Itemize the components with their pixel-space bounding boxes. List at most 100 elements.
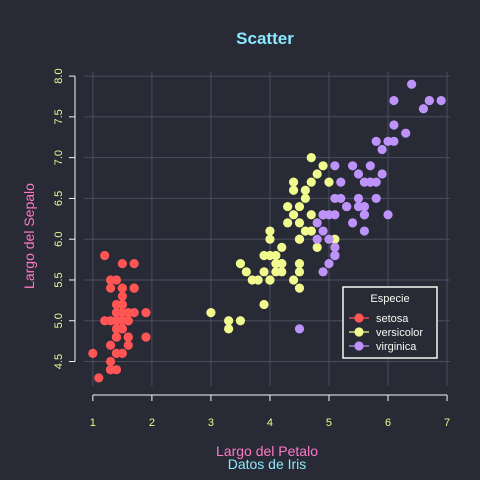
legend-items: setosa versicolor virginica <box>349 313 423 353</box>
point-virginica <box>324 234 334 244</box>
point-setosa <box>105 356 116 367</box>
data-points <box>88 79 446 383</box>
y-tick-label: 4.5 <box>53 354 65 369</box>
point-virginica <box>436 95 446 106</box>
point-virginica <box>389 120 399 130</box>
x-tick-label: 2 <box>149 417 155 429</box>
point-versicolor <box>265 275 275 285</box>
point-versicolor <box>288 275 299 285</box>
y-tick-label: 6.5 <box>53 191 65 206</box>
point-setosa <box>117 299 127 310</box>
point-virginica <box>330 161 340 171</box>
point-virginica <box>342 201 352 212</box>
point-setosa <box>94 373 104 383</box>
point-virginica <box>359 226 370 236</box>
legend: Especie setosa versicolor virginica <box>342 286 438 359</box>
point-virginica <box>347 218 358 228</box>
x-tick-label: 6 <box>385 417 391 429</box>
point-virginica <box>330 242 340 252</box>
point-versicolor <box>206 307 216 318</box>
point-virginica <box>336 177 346 187</box>
point-versicolor <box>288 177 299 187</box>
point-versicolor <box>312 169 322 179</box>
legend-title: Especie <box>370 293 409 305</box>
legend-marker-setosa <box>354 313 364 323</box>
point-virginica <box>336 193 346 204</box>
y-axis: 4.5 5.0 5.5 6.0 6.5 7.0 7.5 8.0 <box>53 68 76 369</box>
point-virginica <box>324 259 334 269</box>
point-virginica <box>312 234 322 244</box>
x-tick-label: 4 <box>267 417 273 429</box>
point-virginica <box>383 136 393 146</box>
point-setosa <box>129 259 139 269</box>
legend-marker-versicolor <box>354 327 364 337</box>
y-tick-label: 5.5 <box>53 272 65 287</box>
point-setosa <box>123 332 133 342</box>
point-versicolor <box>283 218 293 228</box>
point-setosa <box>111 324 122 334</box>
point-virginica <box>318 267 328 277</box>
point-versicolor <box>288 185 299 195</box>
point-versicolor <box>265 234 275 244</box>
point-virginica <box>353 201 364 212</box>
point-setosa <box>105 275 116 285</box>
x-tick-label: 5 <box>326 417 332 429</box>
point-setosa <box>111 316 122 326</box>
point-virginica <box>359 210 370 220</box>
point-versicolor <box>294 218 305 228</box>
point-setosa <box>105 283 116 293</box>
point-setosa <box>123 340 133 350</box>
point-virginica <box>353 193 364 204</box>
point-setosa <box>141 307 151 318</box>
point-versicolor <box>259 299 269 310</box>
y-tick-label: 7.5 <box>53 109 65 124</box>
point-setosa <box>117 283 127 293</box>
legend-marker-virginica <box>354 341 364 351</box>
chart-title: Scatter <box>236 29 294 48</box>
point-setosa <box>117 259 127 269</box>
point-versicolor <box>265 226 275 236</box>
x-tick-label: 1 <box>90 417 96 429</box>
point-virginica <box>365 161 375 171</box>
point-versicolor <box>247 275 257 285</box>
point-virginica <box>401 128 411 138</box>
point-versicolor <box>294 283 305 293</box>
point-versicolor <box>318 161 328 171</box>
point-versicolor <box>306 210 316 220</box>
y-axis-label: Largo del Sepalo <box>21 183 37 289</box>
legend-label-versicolor: versicolor <box>376 327 423 339</box>
point-versicolor <box>294 201 305 212</box>
point-setosa <box>111 332 122 342</box>
point-versicolor <box>235 259 246 269</box>
point-setosa <box>117 291 127 301</box>
point-versicolor <box>283 201 293 212</box>
y-tick-label: 7.0 <box>53 150 65 165</box>
x-axis: 1 2 3 4 5 6 7 <box>90 394 450 429</box>
point-virginica <box>424 95 434 106</box>
point-virginica <box>330 250 340 261</box>
point-virginica <box>383 210 393 220</box>
legend-label-virginica: virginica <box>376 341 417 353</box>
point-virginica <box>324 210 334 220</box>
y-tick-label: 8.0 <box>53 68 65 83</box>
point-setosa <box>111 348 122 358</box>
legend-label-setosa: setosa <box>376 313 409 325</box>
point-setosa <box>129 283 139 293</box>
point-versicolor <box>300 226 310 236</box>
point-virginica <box>407 79 417 89</box>
point-versicolor <box>224 316 234 326</box>
x-tick-label: 3 <box>208 417 214 429</box>
point-versicolor <box>312 242 322 252</box>
point-versicolor <box>306 153 316 163</box>
point-setosa <box>105 340 116 350</box>
point-versicolor <box>294 234 305 244</box>
point-virginica <box>318 226 328 236</box>
point-versicolor <box>265 250 275 261</box>
point-virginica <box>294 324 305 334</box>
point-virginica <box>418 104 429 114</box>
point-virginica <box>377 169 387 179</box>
y-tick-label: 6.0 <box>53 232 65 247</box>
point-versicolor <box>300 185 310 195</box>
x-axis-label: Largo del Petalo <box>216 443 318 459</box>
